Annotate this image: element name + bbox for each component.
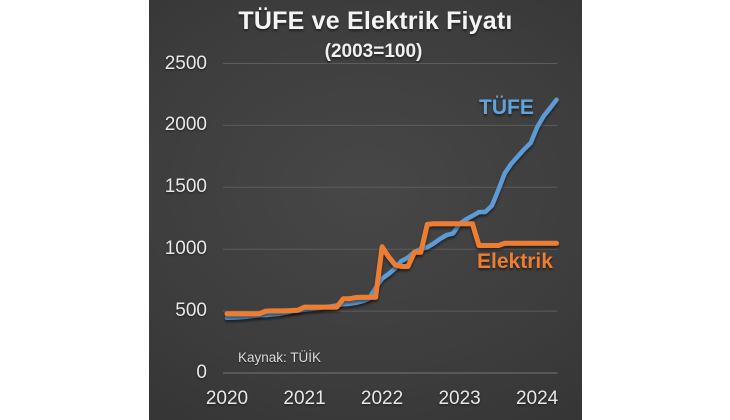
chart-subtitle: (2003=100) (324, 41, 423, 62)
x-tick-label: 2021 (283, 388, 326, 409)
x-tick-label: 2022 (360, 388, 404, 409)
series-label-tufe: TÜFE (479, 96, 534, 119)
elektrik-line (224, 221, 559, 317)
tufe-line (224, 97, 559, 321)
series-label-elektrik: Elektrik (477, 250, 553, 273)
y-tick-label: 0 (196, 362, 207, 383)
y-tick-label: 1500 (164, 176, 207, 198)
x-tick-label: 2020 (205, 388, 249, 409)
y-tick-label: 1000 (164, 238, 207, 260)
source-note: Kaynak: TÜİK (238, 350, 322, 365)
y-tick-label: 500 (175, 300, 207, 322)
chart-plot-area (223, 63, 559, 374)
y-tick-label: 2500 (164, 52, 207, 74)
chart-title: TÜFE ve Elektrik Fiyatı (238, 7, 513, 35)
chart-card: TÜFE ve Elektrik Fiyatı (2003=100) 0 500 1… (149, 0, 582, 420)
x-tick-label: 2024 (515, 388, 559, 409)
y-tick-label: 2000 (164, 114, 207, 136)
x-tick-label: 2023 (438, 388, 481, 409)
